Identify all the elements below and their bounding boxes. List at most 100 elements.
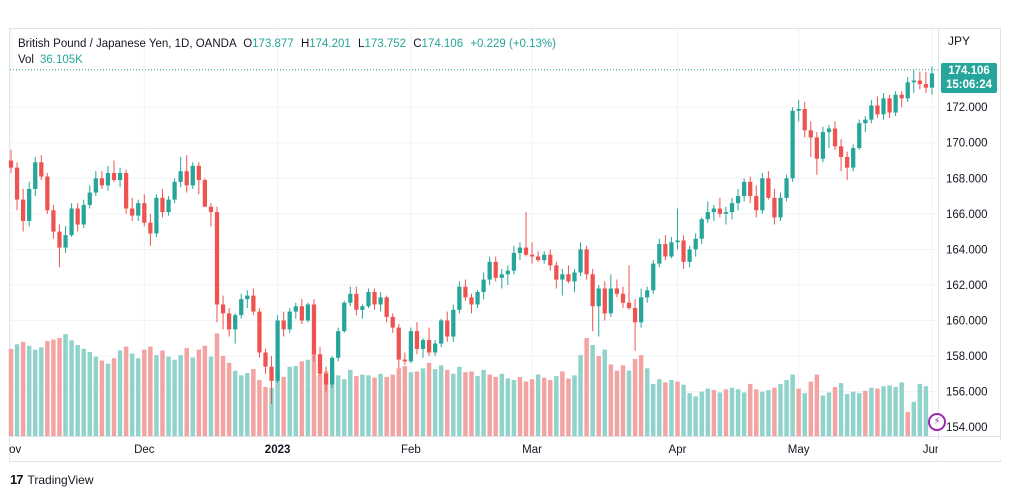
candle-body: [136, 203, 141, 216]
candle-body: [184, 171, 189, 186]
volume-bar: [729, 387, 735, 436]
candle-body: [148, 222, 153, 234]
candle-body: [27, 188, 32, 221]
high-label: H: [300, 38, 310, 50]
volume-bar: [390, 374, 395, 436]
last-price: 174.106: [948, 65, 990, 77]
candle-body: [214, 212, 220, 305]
candle-body: [154, 197, 159, 234]
y-tick-label: 170.000: [946, 138, 988, 150]
candle-body: [245, 295, 250, 300]
volume-bar: [596, 355, 601, 436]
candle-body: [511, 252, 517, 271]
candle-body: [929, 73, 935, 88]
x-tick-label: Feb: [401, 444, 421, 456]
y-tick-label: 164.000: [946, 244, 988, 256]
volume-bar: [287, 366, 292, 436]
volume-bar: [111, 358, 117, 436]
volume-bar: [475, 376, 480, 436]
volume-bar: [887, 385, 892, 436]
volume-bar: [63, 334, 68, 436]
candle-body: [69, 208, 74, 236]
candle-body: [808, 130, 813, 138]
volume-bar: [69, 340, 74, 436]
candle-body: [123, 172, 129, 209]
volume-bar: [311, 353, 317, 436]
candle-body: [190, 165, 195, 186]
candle-body: [681, 240, 686, 262]
volume-bar: [657, 379, 662, 436]
candle-body: [93, 178, 98, 193]
volume-bar: [469, 371, 474, 436]
volume-bar: [826, 392, 832, 436]
x-tick-label: Apr: [669, 444, 687, 456]
candle-body: [257, 311, 262, 353]
candle-body: [572, 272, 577, 282]
high-value: 174.201: [309, 38, 351, 50]
candle-body: [705, 212, 710, 220]
x-tick-label: Mar: [522, 444, 542, 456]
candle-body: [487, 261, 492, 280]
y-tick-label: 160.000: [946, 315, 988, 327]
volume-bar: [669, 380, 674, 436]
volume-bar: [45, 341, 50, 436]
volume-bar: [226, 362, 232, 436]
x-tick-label: Dec: [134, 444, 155, 456]
volume-bar: [584, 338, 589, 436]
candle-body: [626, 302, 632, 309]
volume-bar: [39, 347, 44, 436]
volume-bar: [117, 350, 123, 436]
volume-bar: [251, 369, 256, 436]
candle-body: [445, 320, 450, 337]
volume-label[interactable]: Vol: [18, 54, 34, 66]
footer-brand[interactable]: 17 TradingView: [10, 472, 94, 487]
volume-bar: [796, 388, 801, 436]
candle-body: [505, 270, 510, 275]
low-value: 173.752: [364, 38, 407, 50]
volume-bar: [378, 373, 383, 436]
volume-bar: [857, 393, 862, 436]
volume-bar: [572, 375, 577, 436]
change-value: +0.229 (+0.13%): [470, 38, 556, 50]
volume-bar: [329, 373, 335, 436]
candle-body: [299, 306, 304, 321]
candle-body: [711, 208, 716, 213]
volume-bar: [136, 358, 141, 436]
candle-body: [172, 181, 177, 200]
volume-bar: [723, 389, 729, 436]
candle-body: [166, 199, 171, 213]
volume-bar: [766, 390, 771, 436]
candle-body: [766, 178, 771, 198]
currency-label[interactable]: JPY: [948, 34, 971, 48]
candle-body: [536, 256, 541, 261]
volume-bar: [293, 366, 299, 436]
candle-body: [529, 254, 535, 257]
volume-bar: [123, 346, 129, 436]
candle-body: [14, 167, 20, 200]
volume-bar: [372, 377, 377, 436]
volume-bar: [335, 375, 341, 436]
volume-bar: [8, 348, 14, 436]
candle-body: [281, 320, 286, 330]
candle-body: [887, 98, 892, 113]
volume-bar: [644, 368, 650, 436]
event-marker-icon[interactable]: ⚡: [928, 413, 946, 431]
candle-body: [8, 160, 14, 168]
volume-bar: [463, 372, 468, 436]
candle-body: [208, 206, 214, 213]
candle-body: [451, 309, 456, 337]
volume-bar: [323, 371, 329, 436]
symbol-title[interactable]: British Pound / Japanese Yen, 1D, OANDA: [18, 38, 236, 50]
candle-body: [366, 292, 371, 307]
volume-bar: [560, 371, 565, 436]
candle-body: [863, 119, 868, 124]
countdown: 15:06:24: [945, 79, 993, 91]
candle-body: [87, 192, 92, 205]
x-tick-label: May: [788, 444, 810, 456]
candle-body: [845, 156, 850, 168]
candle-body: [354, 293, 359, 310]
volume-bar: [190, 357, 195, 436]
candle-body: [408, 331, 414, 362]
candle-body: [305, 304, 311, 321]
